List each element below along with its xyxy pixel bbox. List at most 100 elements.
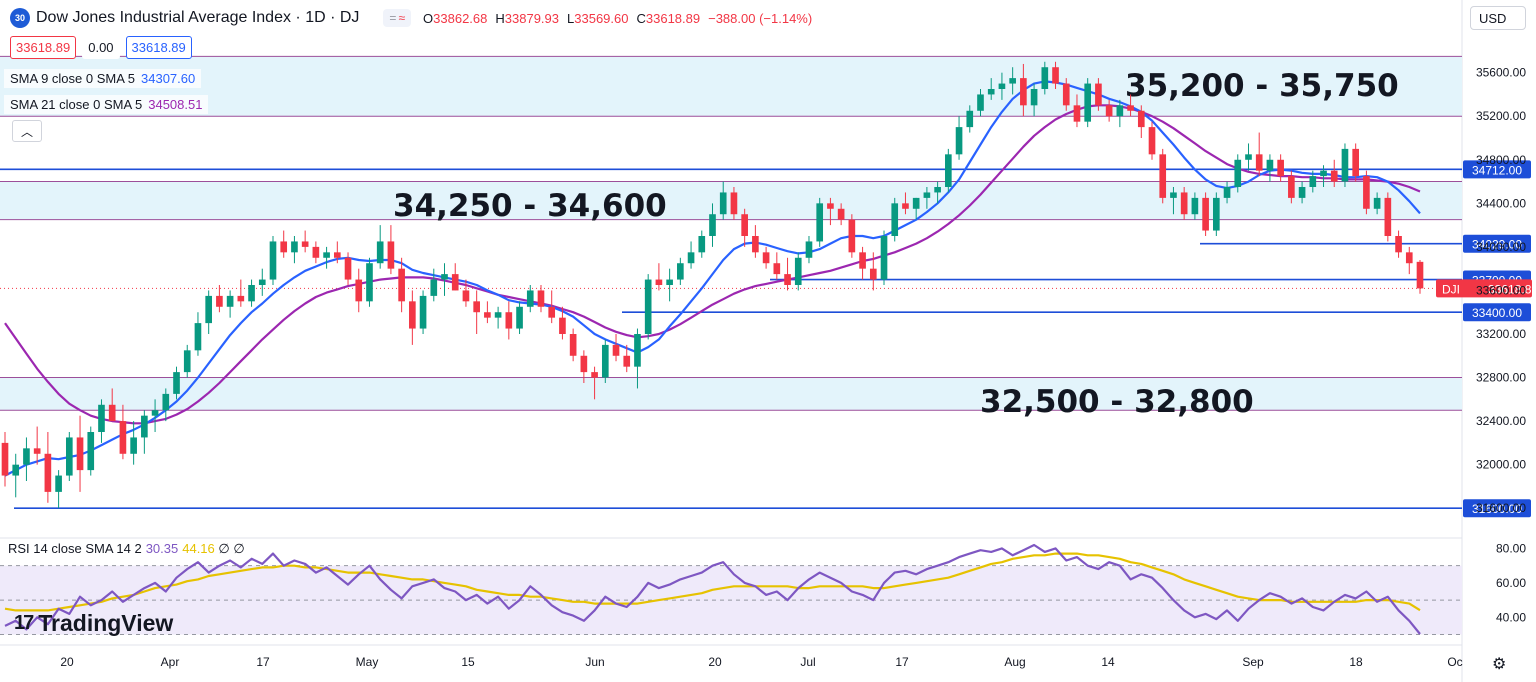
open-value: 33862.68 <box>433 10 488 26</box>
candle-body <box>526 290 534 307</box>
candle-body <box>773 263 781 275</box>
candle-body <box>1384 197 1392 236</box>
level-price-label: 31600.00 <box>1472 502 1522 516</box>
candle-body <box>398 268 405 302</box>
candle-body <box>419 295 427 329</box>
candle-body <box>1105 105 1113 117</box>
candle-body <box>462 290 470 302</box>
low-value: 33569.60 <box>574 10 629 26</box>
candle-body <box>1052 67 1059 84</box>
candle-body <box>141 415 148 438</box>
candle-body <box>1330 170 1338 182</box>
sell-price-box[interactable]: 33618.89 <box>10 36 77 59</box>
candle-body <box>119 421 127 454</box>
x-tick-label: Jul <box>800 655 815 669</box>
candle-body <box>1223 187 1231 198</box>
sma21-label: SMA 21 close 0 SMA 5 <box>10 97 143 112</box>
currency-selector[interactable]: USD <box>1470 6 1526 30</box>
rsi-tick-label: 80.00 <box>1496 541 1526 555</box>
candle-body <box>548 306 556 318</box>
level-price-tag <box>1463 499 1531 518</box>
level-price-label: 34029.00 <box>1472 238 1522 252</box>
candle-body <box>1137 110 1145 128</box>
candle-body <box>805 241 813 258</box>
candle-body <box>1373 197 1381 209</box>
high-label: H <box>495 10 505 26</box>
rsi-value: 30.35 <box>145 541 179 556</box>
candle-body <box>183 350 191 373</box>
candle-body <box>44 453 52 492</box>
candle-body <box>880 236 888 280</box>
x-tick-label: 14 <box>1101 655 1115 669</box>
rsi-legend[interactable]: RSI 14 close SMA 14 2 30.35 44.16 ∅ ∅ <box>8 541 245 557</box>
candle-body <box>601 344 609 378</box>
candle-body <box>23 448 30 465</box>
candle-body <box>162 393 170 411</box>
rsi-extra: ∅ ∅ <box>218 541 245 556</box>
candle-body <box>387 241 395 269</box>
candle-body <box>87 432 95 471</box>
zone-label: 35,200 - 35,750 <box>1125 68 1399 104</box>
x-tick-label: Jun <box>585 655 604 669</box>
candle-body <box>505 312 513 329</box>
buy-price-box[interactable]: 33618.89 <box>125 36 192 59</box>
x-tick-label: 15 <box>461 655 475 669</box>
candle-body <box>666 279 673 285</box>
candle-body <box>516 306 523 329</box>
x-tick-label: Aug <box>1004 655 1025 669</box>
candle-body <box>955 127 963 155</box>
x-tick-label: Apr <box>161 655 180 669</box>
level-price-label: 34712.00 <box>1472 163 1522 177</box>
candle-body <box>451 274 459 291</box>
sma9-legend[interactable]: SMA 9 close 0 SMA 5 34307.60 <box>4 69 202 88</box>
level-price-label: 33400.00 <box>1472 306 1522 320</box>
candle-body <box>537 290 545 307</box>
candle-body <box>859 252 866 269</box>
candle-body <box>1062 83 1070 106</box>
toggle-equal[interactable]: = <box>389 11 397 25</box>
candle-body <box>280 241 288 253</box>
chart-toggle[interactable]: = ≈ <box>383 9 412 27</box>
x-tick-label: 20 <box>708 655 722 669</box>
candle-body <box>945 154 952 187</box>
symbol-title[interactable]: Dow Jones Industrial Average Index · 1D … <box>36 9 360 26</box>
sma21-line <box>4 104 1421 425</box>
ohlc-values: O33862.68 H33879.93 L33569.60 C33618.89 … <box>423 11 812 26</box>
x-tick-label: May <box>356 655 379 669</box>
rsi-tick-label: 60.00 <box>1496 576 1526 590</box>
chevron-up-icon: ︿ <box>20 124 33 139</box>
candle-body <box>494 312 502 318</box>
collapse-legend-button[interactable]: ︿ <box>12 120 42 142</box>
candle-body <box>1405 252 1413 264</box>
candle-body <box>205 295 212 324</box>
candle-body <box>291 241 298 253</box>
sma21-value: 34508.51 <box>148 97 203 112</box>
candle-body <box>719 192 727 215</box>
toggle-approx[interactable]: ≈ <box>398 11 406 25</box>
candle-body <box>1180 192 1188 215</box>
candle-body <box>966 110 974 128</box>
candle-body <box>1073 105 1081 122</box>
candle-body <box>1191 197 1199 215</box>
candle-body <box>258 279 266 285</box>
candle-body <box>355 279 363 302</box>
candle-body <box>12 464 20 476</box>
currency-value: USD <box>1479 10 1507 26</box>
candle-body <box>1255 154 1263 171</box>
candle-body <box>784 274 791 285</box>
last-price-label: 33618.89 <box>1488 282 1536 296</box>
candle-body <box>1266 159 1274 171</box>
candle-body <box>55 475 62 492</box>
chart-header: 30 Dow Jones Industrial Average Index · … <box>10 7 812 29</box>
candle-body <box>848 219 856 253</box>
gear-icon[interactable]: ⚙ <box>1492 656 1507 673</box>
candle-body <box>430 279 438 296</box>
candle-body <box>1116 105 1124 117</box>
x-tick-label: Oc <box>1447 655 1462 669</box>
sma21-legend[interactable]: SMA 21 close 0 SMA 5 34508.51 <box>4 95 209 114</box>
candle-body <box>1213 197 1220 231</box>
x-tick-label: Sep <box>1242 655 1264 669</box>
candle-body <box>312 246 320 258</box>
candle-body <box>108 404 116 422</box>
